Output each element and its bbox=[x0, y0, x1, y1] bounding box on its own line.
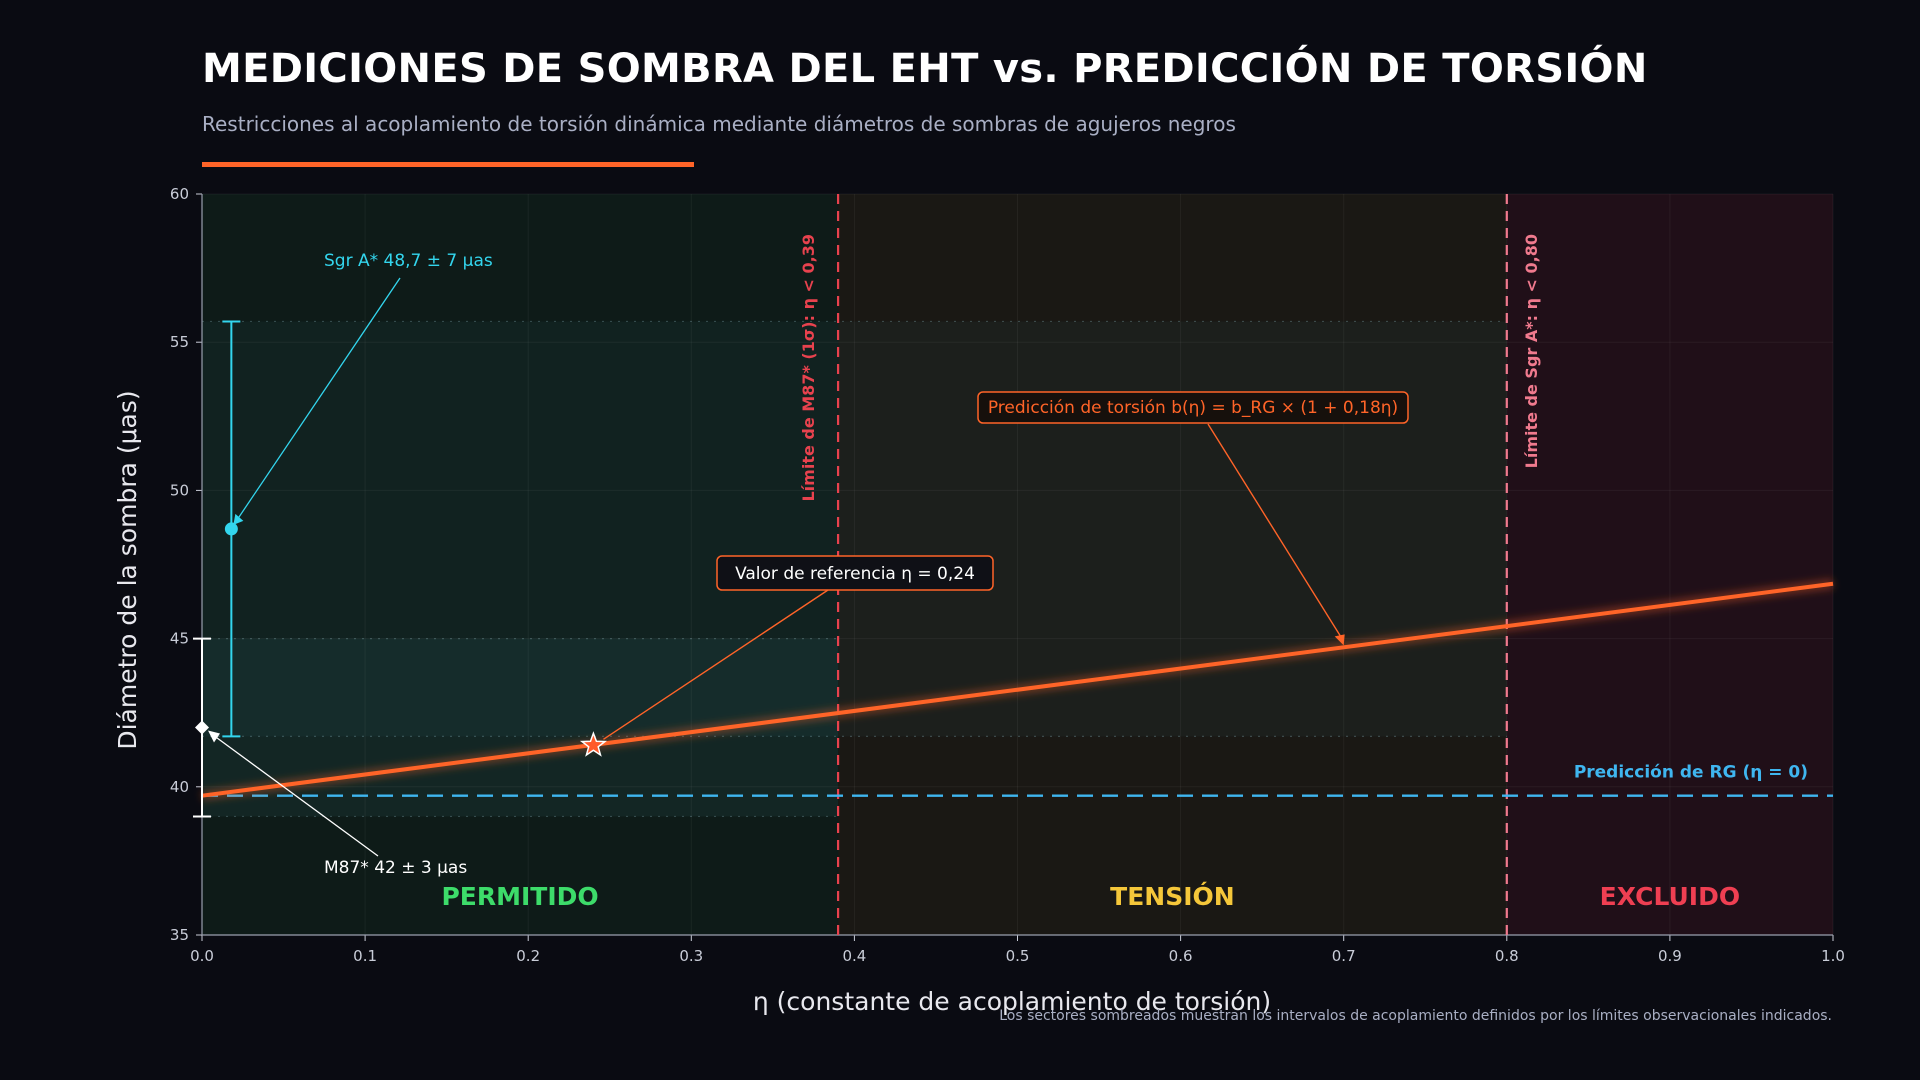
sgr-point bbox=[224, 522, 238, 536]
y-tick-label-0: 35 bbox=[170, 926, 189, 944]
sgr-arrow bbox=[235, 277, 401, 522]
y-tick-label-1: 40 bbox=[170, 778, 189, 796]
x-axis-title: η (constante de acoplamiento de torsión) bbox=[753, 987, 1271, 1016]
torsion-label-box bbox=[977, 391, 1409, 424]
page-subtitle: Restricciones al acoplamiento de torsión… bbox=[202, 112, 1236, 136]
y-tick-label-2: 45 bbox=[170, 630, 189, 648]
region-2 bbox=[1506, 194, 1833, 935]
x-tick-label-5: 0.5 bbox=[1006, 947, 1030, 965]
x-tick-label-4: 0.4 bbox=[842, 947, 866, 965]
page-title: MEDICIONES DE SOMBRA DEL EHT vs. PREDICC… bbox=[202, 46, 1648, 92]
x-tick-label-10: 1.0 bbox=[1821, 947, 1845, 965]
gr-label: Predicción de RG (η = 0) bbox=[1574, 763, 1808, 783]
reference-box bbox=[716, 555, 994, 591]
m87-arrow bbox=[210, 732, 379, 857]
y-tick-label-3: 50 bbox=[170, 481, 189, 499]
sgr-label: Sgr A* 48,7 ± 7 μas bbox=[324, 251, 493, 271]
m87-label: M87* 42 ± 3 μas bbox=[324, 858, 467, 878]
axes-layer: 0.0 0.1 0.2 0.3 0.4 0.5 0.6 0.7 0.8 0.9 1.0 35 40 45 5… bbox=[170, 185, 1845, 965]
torsion-label: Predicción de torsión b(η) = b_RG × (1 +… bbox=[988, 398, 1398, 418]
footnote: Los sectores sombreados muestran los int… bbox=[999, 1008, 1832, 1024]
torsion-arrow-head bbox=[1334, 634, 1345, 646]
x-tick-label-8: 0.8 bbox=[1495, 947, 1519, 965]
torsion-prediction-line bbox=[201, 581, 1834, 798]
marks-layer bbox=[193, 320, 607, 818]
y-tick-label-5: 60 bbox=[170, 185, 189, 203]
label-layer: Límite de M87* (1σ): η < 0,39 Límite de S… bbox=[208, 234, 1808, 911]
reference-star bbox=[579, 731, 607, 757]
limit-label-1: Límite de Sgr A*: η < 0,80 bbox=[1522, 234, 1541, 468]
x-tick-label-1: 0.1 bbox=[353, 947, 377, 965]
y-tick-label-4: 55 bbox=[170, 333, 189, 351]
x-tick-label-0: 0.0 bbox=[190, 947, 214, 965]
x-tick-label-7: 0.7 bbox=[1332, 947, 1356, 965]
x-tick-label-9: 0.9 bbox=[1658, 947, 1682, 965]
y-axis-title: Diámetro de la sombra (μas) bbox=[113, 390, 142, 749]
region-label-2: EXCLUIDO bbox=[1600, 882, 1740, 911]
limit-label-0: Límite de M87* (1σ): η < 0,39 bbox=[799, 234, 818, 502]
x-tick-label-6: 0.6 bbox=[1169, 947, 1193, 965]
reference-label: Valor de referencia η = 0,24 bbox=[735, 564, 975, 584]
m87-point bbox=[195, 720, 209, 735]
sgr-arrow-head bbox=[233, 513, 244, 525]
region-label-0: PERMITIDO bbox=[441, 882, 598, 911]
reference-arrow bbox=[603, 589, 829, 740]
x-tick-label-2: 0.2 bbox=[516, 947, 540, 965]
region-label-1: TENSIÓN bbox=[1110, 881, 1235, 911]
x-tick-label-3: 0.3 bbox=[679, 947, 703, 965]
torsion-arrow bbox=[1207, 423, 1345, 642]
m87-arrow-head bbox=[208, 730, 220, 743]
measurement-band-0 bbox=[202, 321, 1507, 737]
series-layer bbox=[201, 194, 1834, 935]
title-underline bbox=[202, 162, 694, 167]
